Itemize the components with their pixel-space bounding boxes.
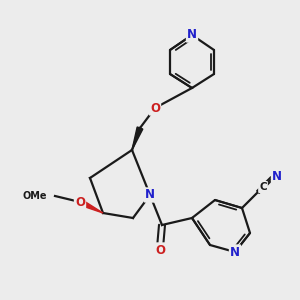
Text: O: O — [150, 101, 160, 115]
Text: N: N — [272, 169, 282, 182]
Text: C: C — [259, 182, 267, 192]
Polygon shape — [132, 127, 143, 150]
Text: N: N — [145, 188, 155, 202]
Text: N: N — [187, 28, 197, 41]
Text: O: O — [155, 244, 165, 256]
Text: O: O — [75, 196, 85, 208]
Polygon shape — [79, 199, 103, 213]
Text: N: N — [230, 245, 240, 259]
Text: OMe: OMe — [22, 191, 47, 201]
